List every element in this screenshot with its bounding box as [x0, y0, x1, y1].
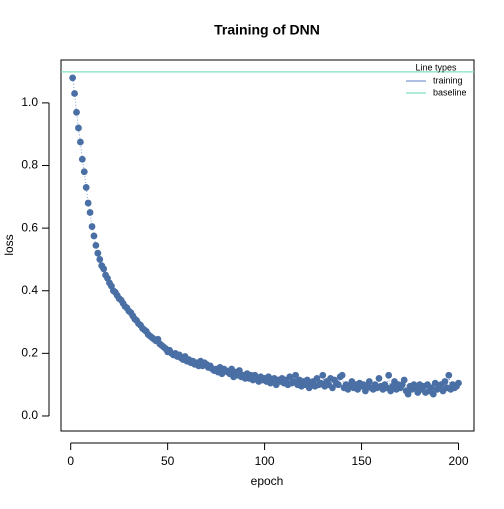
point	[365, 378, 373, 385]
point	[69, 74, 77, 82]
point	[86, 209, 94, 216]
point	[84, 199, 92, 207]
point	[92, 241, 100, 249]
y-tick-label: 0.4	[21, 283, 38, 297]
x-tick-label: 0	[67, 454, 74, 468]
legend-label: training	[433, 75, 463, 85]
x-tick-label: 200	[448, 454, 468, 468]
point	[78, 155, 86, 163]
point	[96, 256, 104, 263]
point	[404, 390, 412, 398]
point	[441, 378, 449, 385]
point	[385, 371, 393, 379]
point	[375, 375, 383, 382]
plot-frame	[60, 59, 475, 432]
x-axis-title: epoch	[251, 474, 284, 488]
point	[334, 381, 342, 389]
point	[292, 371, 300, 379]
y-tick-label: 0.0	[21, 408, 38, 422]
point	[100, 265, 108, 273]
point	[319, 371, 327, 379]
point	[235, 367, 243, 374]
legend-label: baseline	[433, 87, 467, 97]
point	[445, 371, 453, 379]
point	[286, 373, 294, 381]
x-tick-label: 50	[161, 454, 175, 468]
point	[429, 390, 437, 398]
y-tick-label: 0.8	[21, 158, 38, 172]
point	[82, 184, 90, 191]
chart-title: Training of DNN	[214, 22, 320, 38]
point	[431, 379, 439, 387]
point	[400, 376, 408, 384]
point	[329, 384, 336, 392]
point	[455, 379, 462, 387]
y-axis-title: loss	[2, 234, 16, 255]
point	[71, 90, 78, 97]
training-line	[72, 77, 459, 396]
point	[90, 232, 98, 240]
x-tick-label: 150	[352, 454, 372, 468]
legend-title: Line types	[415, 62, 457, 72]
y-tick-label: 0.2	[21, 346, 38, 360]
point	[88, 223, 96, 230]
point	[338, 371, 346, 379]
x-tick-label: 100	[255, 454, 275, 468]
point	[427, 384, 435, 392]
point	[73, 108, 80, 116]
point	[313, 375, 321, 382]
y-tick-label: 1.0	[21, 95, 38, 109]
point	[75, 124, 82, 132]
point	[80, 168, 88, 176]
point	[94, 249, 102, 257]
y-tick-label: 0.6	[21, 220, 38, 234]
point	[76, 138, 84, 146]
